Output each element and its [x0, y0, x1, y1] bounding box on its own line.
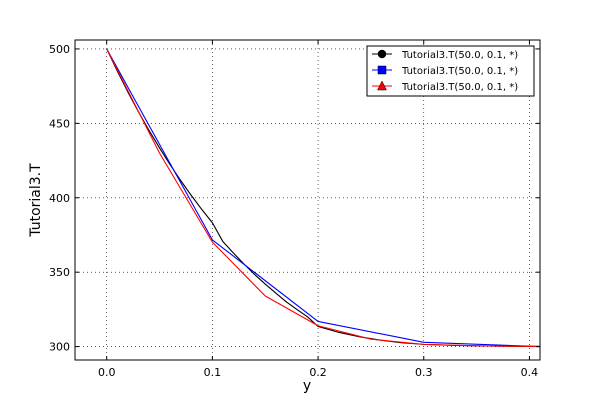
axis-ticks: 0.0 0.1 0.2 0.3 0.4 300 350 400 450 500: [49, 40, 540, 379]
x-tick-label: 0.0: [98, 366, 116, 379]
x-tick-label: 0.2: [309, 366, 327, 379]
legend-label-3: Tutorial3.T(50.0, 0.1, *): [401, 82, 518, 93]
legend-box: [366, 45, 535, 97]
x-tick-label: 0.4: [521, 366, 539, 379]
legend-label-1: Tutorial3.T(50.0, 0.1, *): [401, 50, 518, 61]
legend-label-2: Tutorial3.T(50.0, 0.1, *): [401, 66, 518, 77]
series-line-3: [106, 48, 541, 348]
y-tick-label: 300: [49, 341, 70, 354]
x-tick-label: 0.1: [204, 366, 222, 379]
y-tick-label: 350: [49, 266, 70, 279]
y-tick-label: 450: [49, 117, 70, 130]
y-tick-label: 400: [49, 192, 70, 205]
plot-frame: [74, 39, 541, 361]
series-line-2: [106, 48, 541, 348]
legend-marker-triangle: [377, 80, 387, 91]
grid-lines: [75, 40, 540, 360]
legend-marker-circle: [377, 49, 387, 59]
y-tick-label: 500: [49, 43, 70, 56]
plot-series: [106, 48, 541, 348]
legend-marker-square: [377, 65, 387, 75]
y-axis-label: Tutorial3.T: [28, 163, 44, 238]
x-tick-label: 0.3: [415, 366, 433, 379]
legend: Tutorial3.T(50.0, 0.1, *) Tutorial3.T(50.…: [366, 45, 535, 97]
x-axis-label: y: [303, 378, 311, 394]
